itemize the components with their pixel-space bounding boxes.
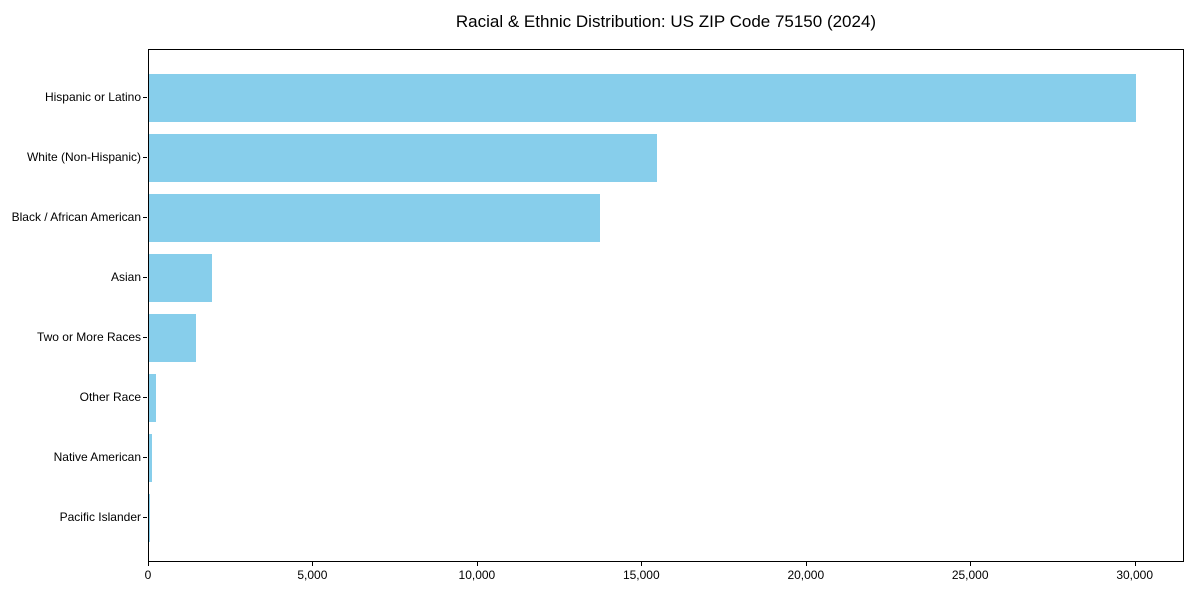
y-axis-label: Asian xyxy=(110,270,141,284)
y-tick-mark xyxy=(143,457,147,458)
bars-layer xyxy=(149,50,1183,561)
y-tick-mark xyxy=(143,157,147,158)
y-axis-label: Other Race xyxy=(79,390,141,404)
x-tick-label: 20,000 xyxy=(787,568,825,582)
plot-area xyxy=(148,49,1184,562)
bar-black-african-american xyxy=(149,194,601,242)
bar-white-non-hispanic xyxy=(149,134,658,182)
y-axis-label: Native American xyxy=(53,450,141,464)
x-tick-label: 10,000 xyxy=(458,568,496,582)
y-tick-mark xyxy=(143,217,147,218)
y-axis-labels: Hispanic or Latino White (Non-Hispanic) Bl… xyxy=(0,49,141,562)
bar-hispanic-or-latino xyxy=(149,74,1136,122)
x-tick-label: 5,000 xyxy=(297,568,328,582)
bar-native-american xyxy=(149,434,152,482)
chart-title: Racial & Ethnic Distribution: US ZIP Cod… xyxy=(455,12,877,31)
bar-pacific-islander xyxy=(149,494,150,542)
y-axis-label: Hispanic or Latino xyxy=(44,90,141,104)
y-tick-mark xyxy=(143,397,147,398)
y-tick-mark xyxy=(143,277,147,278)
x-tick-mark xyxy=(1134,562,1136,566)
x-tick-mark xyxy=(970,562,972,566)
bar-other-race xyxy=(149,374,156,422)
y-axis-label: Pacific Islander xyxy=(59,510,141,524)
y-tick-mark xyxy=(143,337,147,338)
x-tick-mark xyxy=(476,562,478,566)
x-tick-label: 15,000 xyxy=(622,568,660,582)
x-tick-mark xyxy=(148,562,149,566)
x-tick-mark xyxy=(805,562,807,566)
y-tick-mark xyxy=(143,517,147,518)
x-tick-label: 0 xyxy=(144,568,152,582)
bar-asian xyxy=(149,254,212,302)
x-tick-label: 25,000 xyxy=(951,568,989,582)
x-tick-mark xyxy=(641,562,643,566)
x-tick-label: 30,000 xyxy=(1116,568,1154,582)
bar-two-or-more-races xyxy=(149,314,196,362)
y-axis-label: Black / African American xyxy=(11,210,141,224)
y-axis-label: Two or More Races xyxy=(36,330,141,344)
x-tick-mark xyxy=(312,562,314,566)
y-axis-label: White (Non-Hispanic) xyxy=(26,150,141,164)
y-tick-mark xyxy=(143,97,147,98)
